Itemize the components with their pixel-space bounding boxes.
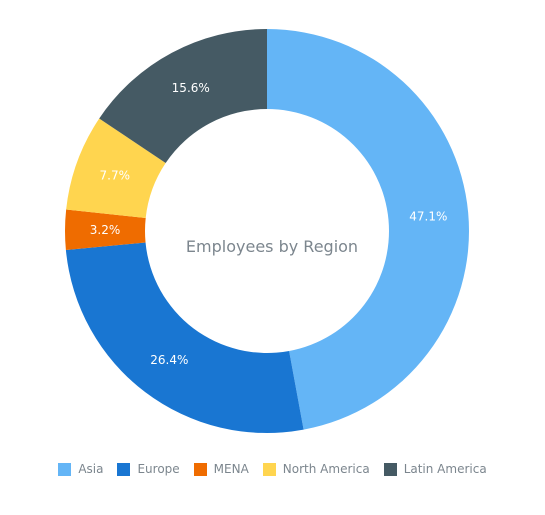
chart-title: Employees by Region: [186, 237, 358, 256]
legend-label-europe: Europe: [137, 462, 180, 476]
legend-label-mena: MENA: [213, 462, 249, 476]
legend-item-north-america[interactable]: North America: [262, 462, 370, 476]
slice-latin-america[interactable]: [99, 29, 267, 164]
legend-swatch-mena: [193, 462, 207, 476]
slice-label-latin-america: 15.6%: [172, 81, 210, 95]
donut-chart: 47.1% 26.4% 3.2% 7.7% 15.6% Employees by Reg…: [65, 29, 470, 434]
donut-slices: [65, 29, 470, 434]
legend-swatch-north-america: [262, 462, 276, 476]
slice-label-north-america: 7.7%: [100, 169, 131, 183]
chart-legend: Asia Europe MENA North America Latin Ame…: [0, 462, 545, 476]
legend-swatch-latin-america: [383, 462, 397, 476]
legend-item-asia[interactable]: Asia: [58, 462, 103, 476]
slice-label-mena: 3.2%: [90, 223, 121, 237]
legend-label-asia: Asia: [78, 462, 104, 476]
legend-item-mena[interactable]: MENA: [193, 462, 249, 476]
slice-europe[interactable]: [65, 242, 304, 434]
legend-item-europe[interactable]: Europe: [117, 462, 180, 476]
legend-label-latin-america: Latin America: [403, 462, 487, 476]
slice-asia[interactable]: [267, 29, 470, 430]
legend-swatch-asia: [58, 462, 72, 476]
slice-north-america[interactable]: [66, 118, 166, 218]
legend-label-north-america: North America: [282, 462, 370, 476]
slice-mena[interactable]: [65, 209, 146, 251]
legend-item-latin-america[interactable]: Latin America: [383, 462, 487, 476]
slice-labels: 47.1% 26.4% 3.2% 7.7% 15.6%: [90, 81, 448, 367]
slice-label-europe: 26.4%: [150, 353, 188, 367]
legend-swatch-europe: [117, 462, 131, 476]
slice-label-asia: 47.1%: [409, 209, 447, 223]
